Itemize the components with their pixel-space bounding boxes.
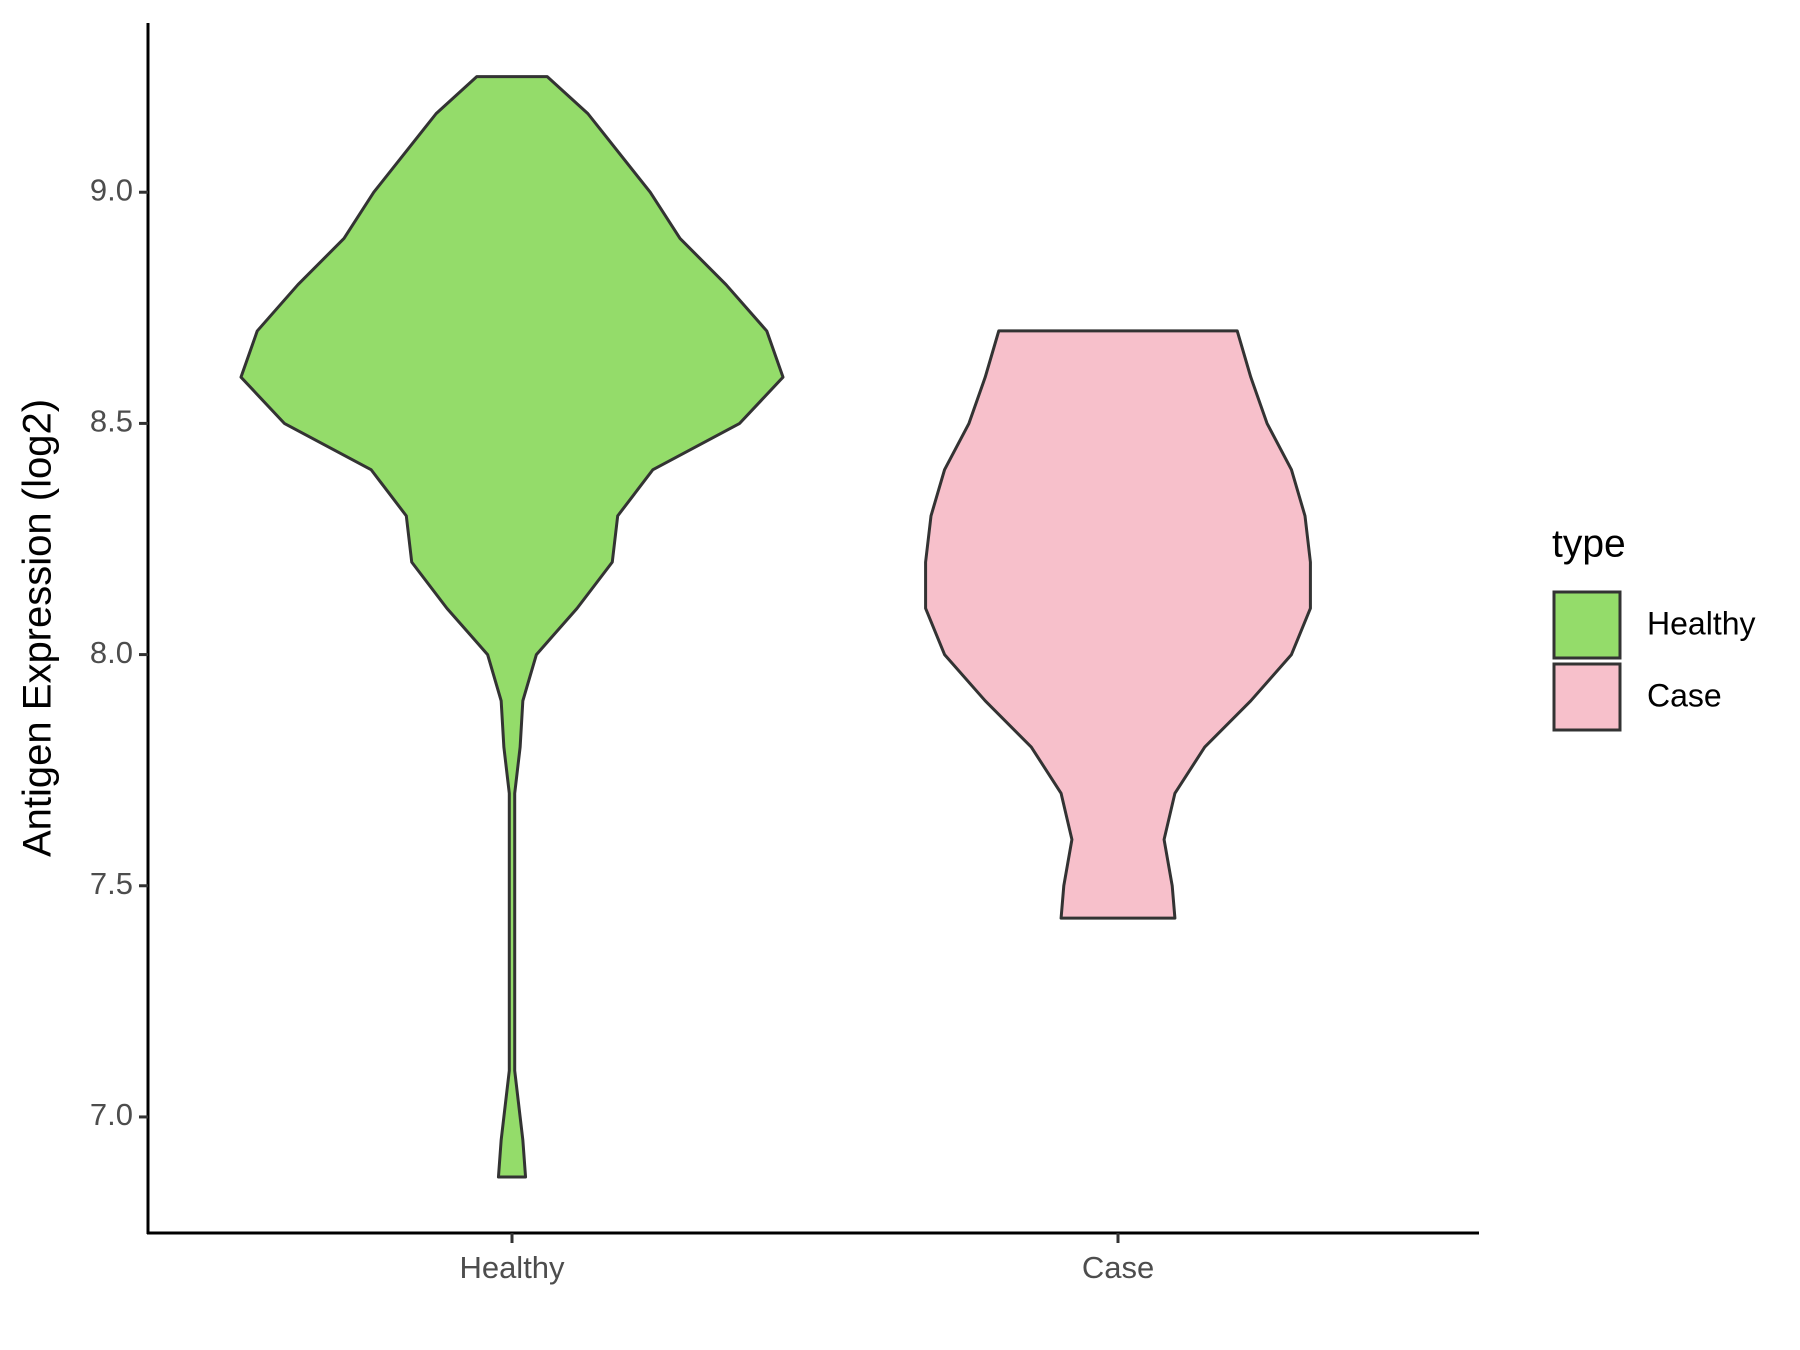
y-tick-label: 8.0 (90, 635, 133, 670)
legend-key (1552, 662, 1622, 732)
y-tick-label: 7.5 (90, 866, 133, 901)
y-axis-title: Antigen Expression (log2) (16, 399, 60, 857)
legend-label: Case (1647, 677, 1722, 713)
x-tick-label: Healthy (459, 1250, 565, 1285)
y-tick-label: 9.0 (90, 172, 133, 207)
legend-label: Healthy (1647, 605, 1756, 641)
violin (924, 329, 1312, 920)
y-tick-label: 8.5 (90, 404, 133, 439)
legend-key (1552, 590, 1622, 660)
legend-title: type (1552, 522, 1626, 565)
y-tick-label: 7.0 (90, 1097, 133, 1132)
x-tick-label: Case (1082, 1250, 1154, 1285)
violin (239, 75, 785, 1179)
